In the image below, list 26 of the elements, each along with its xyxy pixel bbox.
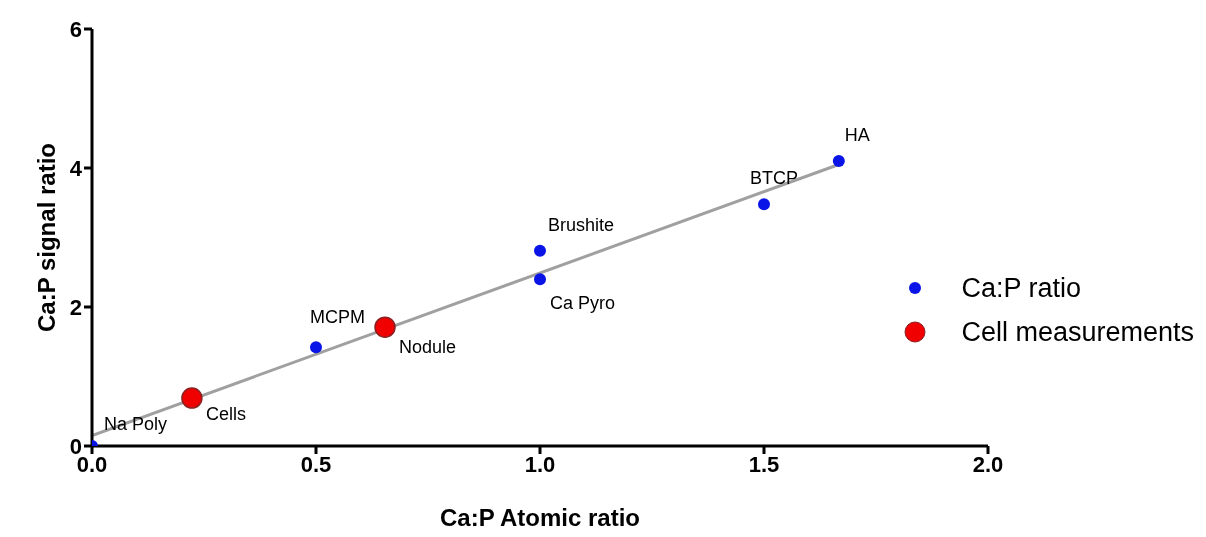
annotation: HA [844, 125, 870, 146]
x-tick-label: 0.5 [300, 451, 332, 477]
annotation: Cells [205, 404, 246, 425]
x-axis-title: Ca:P Atomic ratio [439, 504, 641, 531]
legend-label: Ca:P ratio [961, 272, 1081, 304]
annotation: MCPM [310, 307, 365, 328]
y-axis-title: Ca:P signal ratio [32, 143, 60, 332]
point [832, 155, 845, 168]
x-tick-label: 1.5 [748, 451, 780, 477]
annotation: Brushite [548, 214, 615, 235]
x-tick-label: 1.0 [524, 451, 556, 477]
point [374, 316, 396, 338]
point [310, 341, 322, 354]
x-tick-label: 2.0 [972, 451, 1004, 477]
point [758, 198, 770, 211]
annotation: Nodule [398, 337, 457, 358]
annotation: BTCP [750, 168, 799, 189]
y-tick-label: 6 [69, 16, 82, 42]
y-tick-label: 4 [69, 155, 83, 181]
legend-label: Cell measurements [961, 316, 1194, 348]
annotation: Ca Pyro [550, 293, 616, 314]
point [181, 387, 203, 409]
annotation: Na Poly [104, 414, 168, 434]
point [534, 273, 546, 286]
y-tick-label: 2 [69, 294, 82, 320]
point [534, 244, 546, 257]
